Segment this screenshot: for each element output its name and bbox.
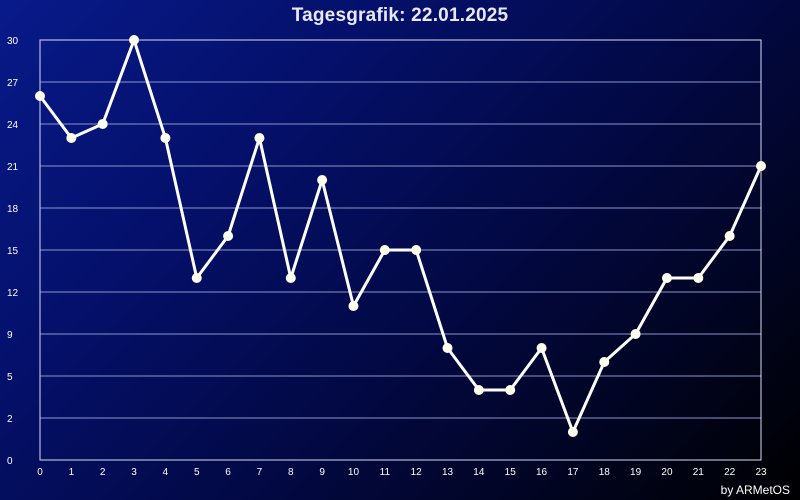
x-tick-label: 21 <box>693 467 705 478</box>
x-tick-label: 23 <box>755 467 767 478</box>
x-tick-label: 9 <box>319 467 325 478</box>
x-tick-label: 14 <box>473 467 485 478</box>
data-point <box>599 357 610 367</box>
x-tick-label: 7 <box>257 467 263 478</box>
data-point <box>254 133 265 143</box>
x-tick-label: 6 <box>225 467 231 478</box>
data-point <box>536 343 547 353</box>
data-point <box>630 329 641 339</box>
data-point <box>66 133 77 143</box>
x-tick-label: 0 <box>37 467 43 478</box>
x-tick-label: 15 <box>505 467 517 478</box>
y-tick-label: 15 <box>7 246 19 257</box>
y-tick-label: 21 <box>7 162 19 173</box>
data-point <box>223 231 234 241</box>
y-tick-label: 0 <box>7 456 13 467</box>
plot-frame <box>39 39 762 461</box>
x-tick-label: 11 <box>380 467 391 478</box>
x-tick-label: 5 <box>194 467 200 478</box>
x-tick-label: 3 <box>131 467 137 478</box>
y-tick-label: 18 <box>7 204 19 215</box>
data-point <box>411 245 422 255</box>
data-point <box>505 385 516 395</box>
x-tick-label: 18 <box>599 467 611 478</box>
data-point <box>97 119 108 129</box>
x-tick-label: 8 <box>288 467 294 478</box>
data-point <box>756 161 766 171</box>
x-tick-label: 13 <box>442 467 454 478</box>
chart-title: Tagesgrafik: 22.01.2025 <box>291 5 509 26</box>
x-tick-label: 20 <box>661 467 673 478</box>
data-point <box>317 175 328 185</box>
x-tick-label: 1 <box>69 467 75 478</box>
data-point <box>473 385 484 395</box>
data-point <box>129 35 140 45</box>
x-tick-label: 17 <box>567 467 579 478</box>
x-tick-label: 19 <box>630 467 642 478</box>
y-tick-label: 24 <box>7 120 19 131</box>
y-tick-label: 12 <box>7 288 19 299</box>
data-point <box>693 273 704 283</box>
data-point <box>379 245 390 255</box>
y-tick-label: 9 <box>7 330 13 341</box>
y-tick-label: 27 <box>7 78 19 89</box>
x-tick-label: 16 <box>536 467 548 478</box>
data-point <box>160 133 171 143</box>
data-point <box>35 91 45 101</box>
x-tick-label: 4 <box>163 467 169 478</box>
credit-label: by ARMetOS <box>720 483 790 497</box>
x-tick-label: 10 <box>348 467 360 478</box>
data-point <box>567 427 578 437</box>
data-point <box>661 273 672 283</box>
data-point <box>285 273 296 283</box>
data-point <box>191 273 202 283</box>
x-tick-label: 2 <box>100 467 106 478</box>
data-point <box>724 231 735 241</box>
series-line <box>38 38 763 434</box>
data-point <box>348 301 359 311</box>
x-tick-label: 22 <box>724 467 736 478</box>
y-tick-label: 2 <box>7 414 13 425</box>
data-point <box>442 343 453 353</box>
y-tick-label: 30 <box>7 36 19 47</box>
x-tick-label: 12 <box>411 467 423 478</box>
y-tick-label: 5 <box>7 372 13 383</box>
